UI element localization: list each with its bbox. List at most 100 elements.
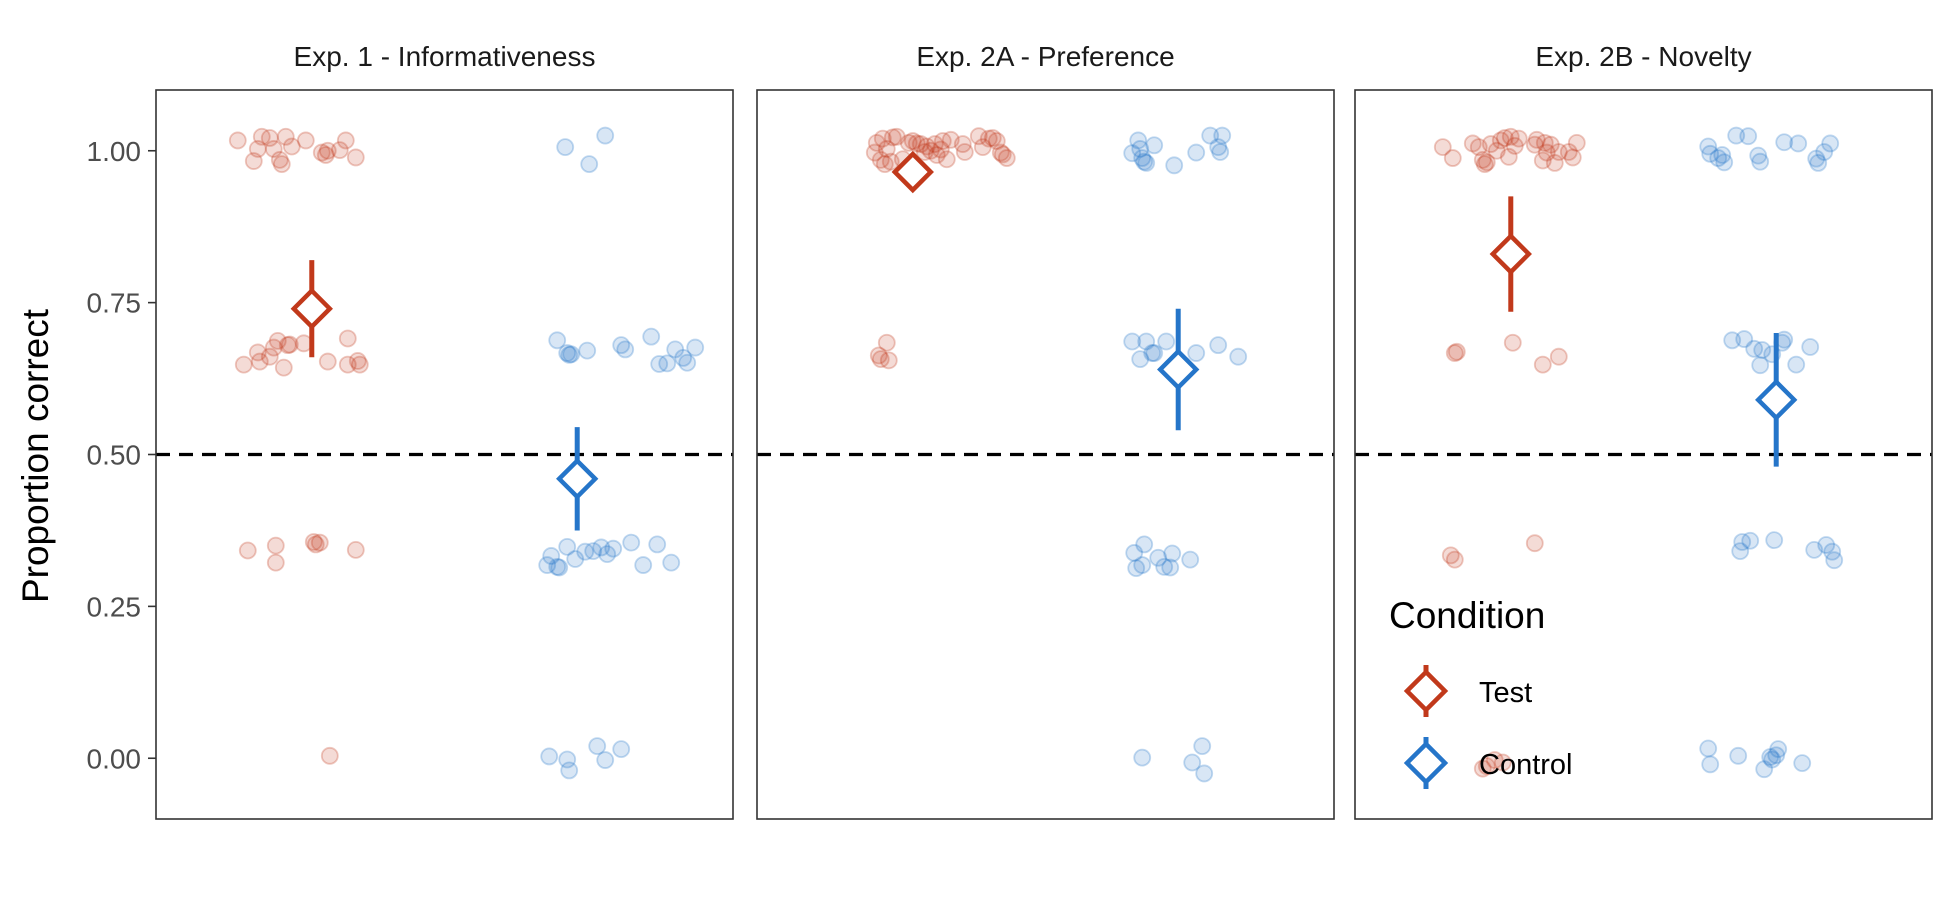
- data-point: [662, 553, 681, 572]
- data-point: [1213, 126, 1232, 145]
- data-point: [1495, 129, 1514, 147]
- data-point: [915, 143, 934, 161]
- data-point: [997, 149, 1016, 167]
- legend-key-diamond: [1403, 668, 1449, 714]
- data-point: [1209, 138, 1228, 157]
- data-point: [312, 143, 331, 162]
- data-point: [1549, 143, 1568, 161]
- data-point: [1481, 135, 1500, 153]
- mean-marker: [1755, 378, 1798, 422]
- data-point: [1143, 344, 1162, 362]
- data-point: [336, 131, 355, 150]
- data-point: [1525, 534, 1544, 553]
- mean-marker: [556, 457, 599, 500]
- data-point: [678, 353, 697, 372]
- data-point: [899, 133, 918, 152]
- data-point: [1491, 131, 1510, 150]
- data-point: [953, 135, 972, 153]
- data-point: [937, 150, 956, 169]
- data-point: [560, 345, 579, 364]
- legend-title: Condition: [1389, 595, 1545, 636]
- data-point: [686, 338, 705, 357]
- data-point: [1485, 751, 1504, 769]
- data-point: [991, 143, 1010, 162]
- data-point: [650, 355, 669, 373]
- data-point: [346, 540, 365, 559]
- data-point: [1157, 332, 1176, 351]
- legend-entry-test: Test: [1403, 665, 1532, 717]
- data-point: [1789, 134, 1808, 153]
- data-point: [1187, 344, 1206, 362]
- data-point: [877, 333, 896, 352]
- data-point: [1751, 356, 1770, 375]
- data-point: [1131, 350, 1150, 369]
- data-point: [1443, 149, 1462, 167]
- data-point: [576, 542, 595, 561]
- data-point: [1775, 133, 1794, 152]
- data-point: [1501, 127, 1520, 146]
- data-point: [1801, 338, 1820, 356]
- data-point: [879, 351, 898, 370]
- data-point: [1123, 144, 1142, 163]
- mean-marker: [1157, 348, 1200, 391]
- panel-3: Exp. 2B - Novelty: [1354, 41, 1933, 820]
- data-point: [1533, 151, 1552, 170]
- data-point: [1541, 135, 1560, 154]
- data-point: [248, 140, 267, 158]
- data-point: [666, 340, 685, 359]
- data-point: [877, 140, 896, 158]
- data-point: [1735, 330, 1754, 348]
- legend: Condition Test Control: [1389, 595, 1573, 789]
- data-point: [318, 141, 337, 160]
- data-point: [865, 143, 884, 162]
- data-point: [270, 150, 289, 169]
- data-point: [244, 152, 263, 170]
- data-point: [542, 547, 561, 565]
- data-point: [578, 341, 597, 360]
- data-point: [252, 127, 271, 146]
- data-point: [1161, 558, 1180, 577]
- data-point: [1699, 739, 1718, 758]
- data-point: [1135, 152, 1154, 171]
- data-point: [911, 135, 930, 153]
- data-point: [346, 148, 365, 167]
- data-point: [1137, 153, 1156, 172]
- legend-key-diamond: [1403, 740, 1449, 786]
- data-point: [1765, 531, 1784, 550]
- data-point: [648, 535, 667, 554]
- data-point: [556, 138, 575, 157]
- data-point: [1123, 332, 1142, 351]
- data-point: [869, 346, 888, 365]
- panel-title: Exp. 2B - Novelty: [1535, 41, 1751, 72]
- data-point: [330, 141, 349, 160]
- data-point: [1701, 755, 1720, 774]
- mean-marker: [1489, 232, 1532, 276]
- data-point: [658, 354, 677, 373]
- series-control: [1699, 126, 1844, 779]
- data-point: [604, 539, 623, 558]
- data-point: [1731, 542, 1750, 560]
- data-point: [1527, 130, 1546, 149]
- data-point: [260, 347, 279, 366]
- data-point: [228, 131, 247, 150]
- data-point: [268, 331, 287, 350]
- data-point: [274, 358, 293, 377]
- data-point: [350, 355, 369, 374]
- data-point: [266, 553, 285, 572]
- data-point: [588, 737, 607, 755]
- panel-2: Exp. 2A - Preference: [756, 41, 1335, 820]
- data-point: [1131, 140, 1150, 158]
- y-tick-label: 0.25: [87, 591, 142, 622]
- data-point: [1823, 542, 1842, 561]
- data-point: [272, 155, 291, 174]
- y-tick-label: 0.00: [87, 743, 142, 774]
- data-point: [1793, 754, 1812, 773]
- data-point: [1201, 126, 1220, 145]
- data-point: [562, 345, 581, 364]
- data-point: [580, 155, 599, 174]
- y-tick-label: 0.75: [87, 288, 142, 319]
- data-point: [1727, 126, 1746, 145]
- data-point: [318, 352, 337, 371]
- data-point: [907, 134, 926, 153]
